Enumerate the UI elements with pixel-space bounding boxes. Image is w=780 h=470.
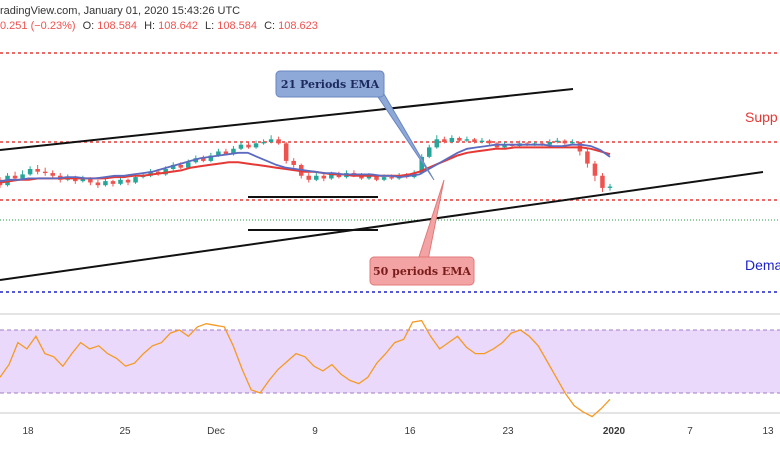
high-label: H: bbox=[144, 20, 155, 32]
ema50-line bbox=[0, 146, 611, 184]
candle-body bbox=[427, 147, 432, 157]
candle-body bbox=[178, 164, 183, 168]
candle-body bbox=[27, 169, 33, 175]
candle-body bbox=[314, 175, 319, 180]
x-tick-label: 25 bbox=[119, 426, 131, 437]
candle-body bbox=[585, 151, 590, 164]
x-tick-label: 13 bbox=[762, 426, 774, 437]
candle-body bbox=[238, 144, 244, 149]
candle-body bbox=[555, 140, 560, 142]
candle-body bbox=[547, 142, 553, 145]
candle-body bbox=[502, 144, 507, 148]
open-label: O: bbox=[83, 20, 95, 32]
ema21-line bbox=[0, 143, 611, 183]
candle-body bbox=[133, 177, 138, 183]
candle-body bbox=[374, 175, 379, 180]
candle-body bbox=[321, 175, 327, 179]
candle-body bbox=[201, 158, 206, 161]
rsi-line bbox=[0, 319, 611, 418]
candle-body bbox=[283, 143, 289, 161]
candle-body bbox=[306, 175, 312, 180]
candle-body bbox=[216, 151, 221, 156]
open-value: 108.584 bbox=[97, 20, 137, 32]
candle-body bbox=[186, 162, 191, 168]
candle-body bbox=[80, 178, 86, 182]
candle-body bbox=[110, 181, 116, 184]
candle-body bbox=[223, 151, 229, 155]
candle-body bbox=[88, 178, 93, 183]
candle-body bbox=[42, 171, 48, 174]
candle-body bbox=[336, 174, 342, 178]
candle-body bbox=[389, 177, 394, 179]
upper-channel-line bbox=[0, 88, 574, 151]
header-source: radingView.com, January 01, 2020 15:43:2… bbox=[0, 5, 240, 17]
header-line: radingView.com, January 01, 2020 15:43:2… bbox=[0, 5, 240, 17]
candle-body bbox=[464, 139, 470, 141]
candle-body bbox=[479, 140, 485, 142]
lower-channel-line bbox=[0, 171, 764, 281]
candle-body bbox=[442, 139, 447, 142]
candle-body bbox=[329, 174, 334, 179]
candle-body bbox=[449, 137, 455, 142]
x-tick-label: 23 bbox=[502, 426, 514, 437]
candle-body bbox=[570, 142, 575, 144]
candle-body bbox=[253, 143, 259, 148]
candle-body bbox=[231, 148, 236, 155]
supply-label: Supp bbox=[745, 109, 778, 125]
ohlc-line: 0.251 (−0.23%) O: 108.584 H: 108.642 L: … bbox=[0, 20, 318, 32]
candle-body bbox=[366, 175, 372, 179]
candle-body bbox=[261, 142, 266, 144]
x-tick-label: 9 bbox=[312, 426, 318, 437]
candle-body bbox=[246, 144, 251, 148]
candle-body bbox=[600, 175, 605, 188]
candle-body bbox=[276, 139, 281, 144]
candle-body bbox=[125, 179, 131, 183]
rsi-band bbox=[0, 330, 780, 393]
candle-body bbox=[607, 186, 613, 188]
close-value: 108.623 bbox=[278, 20, 318, 32]
candle-body bbox=[359, 175, 364, 179]
candle-body bbox=[268, 139, 274, 142]
candle-body bbox=[103, 181, 108, 186]
ema50-callout-label: 50 periods EMA bbox=[373, 265, 471, 278]
candle-body bbox=[50, 173, 55, 176]
time-axis: 18 25 Dec 9 16 23 2020 7 13 bbox=[22, 426, 774, 437]
candle-body bbox=[487, 140, 492, 144]
x-tick-label: 2020 bbox=[603, 426, 626, 437]
ema21-callout-label: 21 Periods EMA bbox=[281, 78, 380, 91]
x-tick-label: 7 bbox=[687, 426, 693, 437]
candle-body bbox=[457, 137, 462, 141]
candle-body bbox=[208, 155, 214, 161]
candle-body bbox=[291, 160, 296, 165]
x-tick-label: 16 bbox=[404, 426, 416, 437]
candle-body bbox=[562, 140, 568, 144]
candle-body bbox=[592, 163, 598, 176]
candle-body bbox=[472, 139, 477, 142]
candle-body bbox=[118, 179, 123, 184]
demand-label: Dema bbox=[745, 257, 780, 273]
ema21-callout bbox=[275, 70, 385, 98]
low-value: 108.584 bbox=[217, 20, 257, 32]
x-tick-label: 18 bbox=[22, 426, 34, 437]
high-value: 108.642 bbox=[158, 20, 198, 32]
candle-body bbox=[12, 175, 18, 179]
close-label: C: bbox=[264, 20, 275, 32]
candle-body bbox=[170, 164, 176, 169]
candle-body bbox=[381, 177, 387, 180]
candle-body bbox=[95, 182, 101, 186]
low-label: L: bbox=[205, 20, 214, 32]
x-tick-label: Dec bbox=[207, 426, 225, 437]
candle-body bbox=[434, 139, 440, 148]
candle-body bbox=[419, 156, 424, 174]
candles-layer bbox=[0, 135, 613, 192]
ema50-callout bbox=[369, 256, 475, 286]
candle-body bbox=[35, 169, 40, 172]
header-change: 0.251 (−0.23%) bbox=[0, 20, 76, 32]
candle-body bbox=[20, 174, 25, 179]
